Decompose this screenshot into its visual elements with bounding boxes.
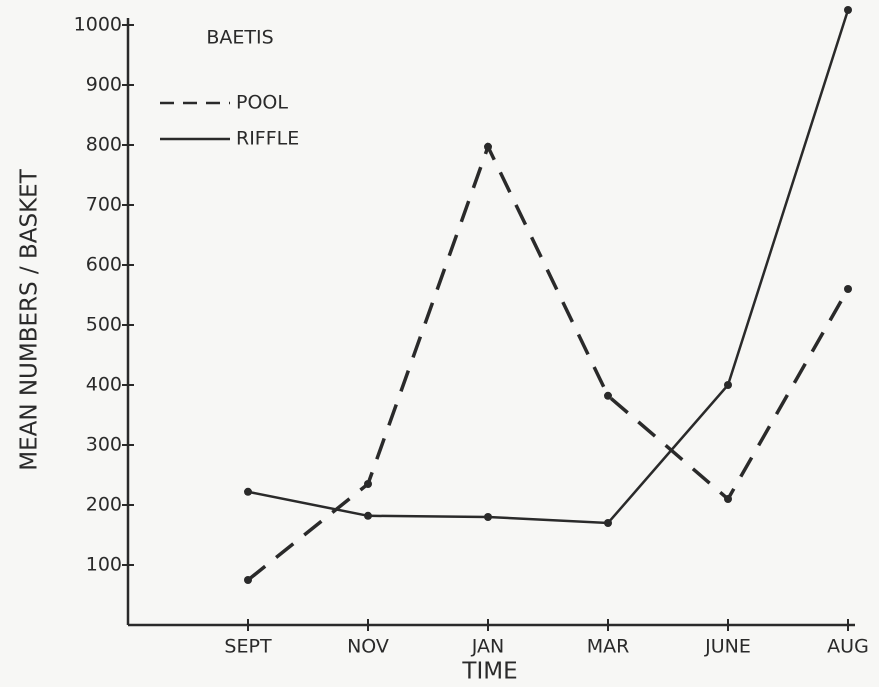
series-line xyxy=(247,9,850,525)
point xyxy=(484,142,492,151)
x-tick-label: JAN xyxy=(471,636,504,658)
point xyxy=(604,391,612,400)
y-tick-label: 300 xyxy=(86,434,122,456)
point xyxy=(244,576,252,584)
point xyxy=(724,381,732,389)
y-tick-label: 400 xyxy=(86,374,122,396)
y-axis-label: MEAN NUMBERS / BASKET xyxy=(17,168,43,471)
x-tick-label: NOV xyxy=(347,636,389,658)
point xyxy=(484,513,492,521)
y-tick-label: 200 xyxy=(86,494,122,516)
y-tick-label: 100 xyxy=(86,554,122,576)
y-tick-label: 1000 xyxy=(74,14,122,36)
y-tick-label: 700 xyxy=(86,194,122,216)
y-tick-label: 900 xyxy=(86,74,122,96)
legend-label: RIFFLE xyxy=(236,128,299,150)
series-line xyxy=(246,142,850,582)
x-tick-label: JUNE xyxy=(704,636,751,658)
point xyxy=(724,495,732,503)
point xyxy=(844,285,852,293)
y-tick-label: 800 xyxy=(86,134,122,156)
point xyxy=(364,480,372,488)
x-axis-label: TIME xyxy=(461,659,517,685)
point xyxy=(244,487,252,496)
x-tick-label: AUG xyxy=(827,636,869,658)
point xyxy=(604,519,612,527)
point xyxy=(844,6,852,14)
x-tick-label: SEPT xyxy=(224,636,272,658)
y-tick-label: 500 xyxy=(86,314,122,336)
point xyxy=(364,511,372,520)
chart-title: BAETIS xyxy=(206,27,273,49)
y-tick-label: 600 xyxy=(86,254,122,276)
x-tick-label: MAR xyxy=(587,636,630,658)
legend-label: POOL xyxy=(236,92,288,114)
